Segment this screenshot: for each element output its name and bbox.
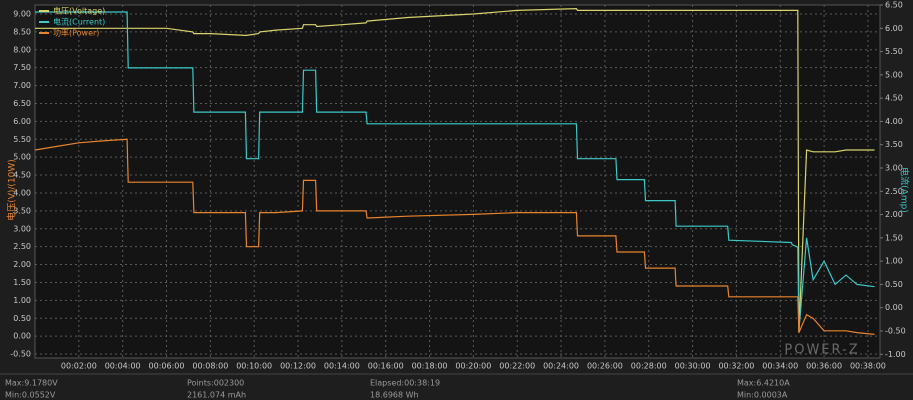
- x-tick-label: 00:32:00: [718, 362, 754, 371]
- y2-tick-label: 0.50: [885, 280, 903, 289]
- x-tick-label: 00:04:00: [105, 362, 141, 371]
- y-tick-label: 4.00: [13, 188, 31, 197]
- y-tick-label: 2.00: [13, 260, 31, 269]
- legend-label: 电压(Voltage): [53, 6, 105, 16]
- plot-area: [34, 4, 881, 359]
- footer-stat: Max:9.1780V: [5, 379, 58, 388]
- y-tick-label: 4.50: [13, 171, 31, 180]
- y2-tick-label: 3.00: [885, 163, 903, 172]
- y-tick-label: 6.50: [13, 99, 31, 108]
- y-tick-label: 8.50: [13, 27, 31, 36]
- y2-tick-label: -1.00: [885, 350, 906, 359]
- y-tick-label: 2.50: [13, 242, 31, 251]
- x-tick-label: 00:16:00: [368, 362, 404, 371]
- x-tick-label: 00:08:00: [192, 362, 228, 371]
- y-tick-label: 5.00: [13, 153, 31, 162]
- y2-tick-label: 5.50: [885, 47, 903, 56]
- y2-tick-label: 6.00: [885, 24, 903, 33]
- y2-tick-label: 1.50: [885, 233, 903, 242]
- y-tick-label: 7.50: [13, 63, 31, 72]
- x-tick-label: 00:06:00: [149, 362, 185, 371]
- y2-tick-label: 1.00: [885, 257, 903, 266]
- footer-stat: 2161.074 mAh: [187, 391, 246, 400]
- y-tick-label: 7.00: [13, 81, 31, 90]
- y2-tick-label: 5.00: [885, 70, 903, 79]
- x-tick-label: 00:28:00: [631, 362, 667, 371]
- footer-stat: Elapsed:00:38:19: [370, 379, 440, 388]
- y-tick-label: 3.00: [13, 224, 31, 233]
- y2-tick-label: 3.50: [885, 140, 903, 149]
- x-tick-label: 00:22:00: [499, 362, 535, 371]
- x-tick-label: 00:12:00: [280, 362, 316, 371]
- x-tick-label: 00:14:00: [324, 362, 360, 371]
- y2-tick-label: -0.50: [885, 326, 906, 335]
- series-line: [35, 11, 875, 332]
- logo: POWER-Z: [784, 343, 859, 358]
- y-tick-label: 6.00: [13, 117, 31, 126]
- y2-tick-label: 4.00: [885, 117, 903, 126]
- y-tick-label: 1.00: [13, 296, 31, 305]
- y2-tick-label: 0.00: [885, 303, 903, 312]
- y2-tick-label: 6.50: [885, 1, 903, 10]
- y2-tick-label: 2.50: [885, 187, 903, 196]
- y-axis-label: 电压(V)/(10W): [6, 159, 18, 221]
- footer-stat: 18.6968 Wh: [370, 391, 419, 400]
- y-tick-label: 8.00: [13, 45, 31, 54]
- y2-axis-label: 电流(Amp): [899, 167, 911, 213]
- y2-tick-label: 2.00: [885, 210, 903, 219]
- y-tick-label: 5.50: [13, 135, 31, 144]
- x-tick-label: 00:38:00: [850, 362, 886, 371]
- y-tick-label: 9.00: [13, 9, 31, 18]
- footer-stat: Max:6.4210A: [737, 379, 790, 388]
- footer-stat: Min:0.0552V: [5, 391, 56, 400]
- legend-label: 功率(Power): [53, 28, 99, 38]
- y-tick-label: 1.50: [13, 278, 31, 287]
- y-tick-label: -0.50: [10, 350, 31, 359]
- x-tick-label: 00:26:00: [587, 362, 623, 371]
- y-tick-label: 0.00: [13, 332, 31, 341]
- y-tick-label: 0.50: [13, 314, 31, 323]
- footer-stat: Min:0.0003A: [737, 391, 788, 400]
- y-tick-label: 3.50: [13, 206, 31, 215]
- x-tick-label: 00:30:00: [675, 362, 711, 371]
- x-tick-label: 00:18:00: [412, 362, 448, 371]
- legend-label: 电流(Current): [53, 17, 105, 27]
- series-line: [34, 138, 875, 335]
- x-tick-label: 00:36:00: [806, 362, 842, 371]
- y2-tick-label: 4.50: [885, 94, 903, 103]
- x-tick-label: 00:10:00: [236, 362, 272, 371]
- footer-stat: Points:002300: [187, 379, 244, 388]
- x-tick-label: 00:24:00: [543, 362, 579, 371]
- x-tick-label: 00:20:00: [455, 362, 491, 371]
- x-tick-label: 00:02:00: [61, 362, 97, 371]
- series-line: [35, 7, 875, 333]
- x-tick-label: 00:34:00: [762, 362, 798, 371]
